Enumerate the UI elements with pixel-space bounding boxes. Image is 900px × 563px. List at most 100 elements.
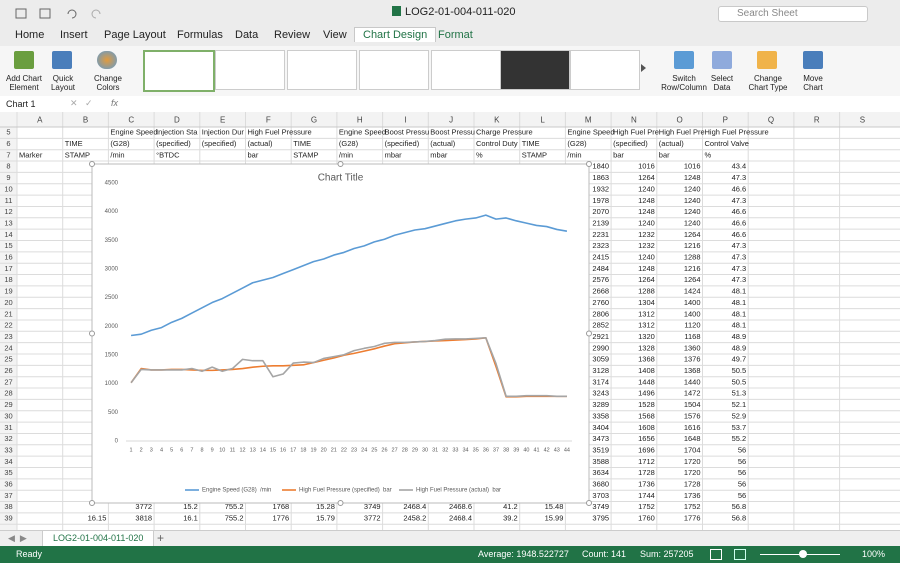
row-header: 23: [4, 332, 12, 341]
view-normal[interactable]: [710, 549, 722, 560]
ribbon-button[interactable]: Move Chart: [803, 74, 823, 92]
x-tick-label: 42: [544, 447, 550, 453]
row-header: 39: [4, 514, 12, 523]
cell: 1016: [638, 162, 655, 171]
cell: 56.8: [732, 502, 747, 511]
chart-style[interactable]: [570, 50, 640, 90]
search-box[interactable]: Search Sheet: [718, 6, 868, 22]
ribbon-button[interactable]: Switch Row/Column: [661, 74, 707, 92]
zoom-knob[interactable]: [799, 550, 807, 558]
chart-style[interactable]: [143, 50, 215, 92]
column-header: K: [494, 116, 500, 125]
column-header: I: [404, 116, 406, 125]
tab[interactable]: Page Layout: [104, 29, 166, 41]
cell: %: [476, 150, 483, 159]
more-styles[interactable]: [641, 64, 646, 72]
y-tick-label: 1500: [105, 353, 119, 359]
chart-style[interactable]: [431, 50, 501, 90]
x-tick-label: 1: [130, 447, 133, 453]
cell: (specified): [156, 139, 191, 148]
chart-title: Chart Title: [318, 173, 364, 184]
cell: 3634: [592, 468, 609, 477]
ribbon-button[interactable]: Change Chart Type: [748, 74, 788, 92]
tab[interactable]: View: [323, 29, 347, 41]
chart-style[interactable]: [287, 50, 357, 90]
cell: 41.2: [503, 502, 518, 511]
formula-bar: Chart 1 ✕ ✓ fx: [0, 96, 900, 113]
cell: 1288: [684, 253, 701, 262]
chart-style[interactable]: [500, 50, 570, 90]
quick-access-icons[interactable]: [12, 7, 101, 19]
cell: 56: [738, 445, 746, 454]
x-tick-label: 43: [554, 447, 560, 453]
x-tick-label: 20: [321, 447, 327, 453]
tab[interactable]: Data: [235, 29, 259, 41]
cell: TIME: [522, 139, 540, 148]
cell: 3289: [592, 400, 609, 409]
y-tick-label: 2500: [105, 295, 119, 301]
cell: Boost Pressu: [385, 128, 430, 137]
cell: 1216: [684, 264, 701, 273]
status-bar: Ready Average: 1948.522727 Count: 141 Su…: [0, 546, 900, 563]
cell: 46.6: [732, 207, 747, 216]
function-icon[interactable]: fx: [111, 98, 119, 108]
cell: 1264: [684, 230, 701, 239]
cell: 1736: [638, 480, 655, 489]
chart-area: [91, 163, 590, 504]
cell: 55.2: [732, 434, 747, 443]
cell: 56: [738, 480, 746, 489]
x-tick-label: 5: [170, 447, 173, 453]
ribbon-button[interactable]: Add Chart Element: [5, 74, 43, 92]
chart-style[interactable]: [359, 50, 429, 90]
tab[interactable]: Formulas: [177, 29, 223, 41]
row-header: 22: [4, 321, 12, 330]
cell: 1704: [684, 445, 701, 454]
cell: High Fuel Pressure: [248, 128, 312, 137]
chart-style[interactable]: [215, 50, 285, 90]
icon: [52, 51, 72, 69]
tab[interactable]: Home: [15, 29, 45, 41]
cell: Injection Sta: [156, 128, 198, 137]
cell: 1752: [684, 502, 701, 511]
cell: 1320: [638, 332, 655, 341]
cell: 56: [738, 468, 746, 477]
cell: 1728: [638, 468, 655, 477]
row-header: 12: [4, 207, 12, 216]
ribbon-button[interactable]: Quick Layout: [50, 74, 76, 92]
cell: /min: [339, 150, 353, 159]
name-box[interactable]: Chart 1: [6, 99, 36, 109]
cell: Marker: [19, 150, 43, 159]
cell: 49.7: [732, 355, 747, 364]
window-title: LOG2-01-004-011-020: [392, 6, 515, 18]
x-tick-label: 28: [402, 447, 408, 453]
tab[interactable]: Review: [274, 29, 311, 41]
cell: Engine Speed: [567, 128, 614, 137]
cell: 46.6: [732, 184, 747, 193]
cell: 1248: [684, 173, 701, 182]
cell: 47.3: [732, 196, 747, 205]
cancel-confirm: ✕ ✓: [70, 98, 93, 108]
column-header: O: [677, 116, 683, 125]
tab[interactable]: Format: [438, 29, 473, 41]
cell: 3749: [364, 502, 381, 511]
cell: 3795: [592, 514, 609, 523]
cell: Control Duty: [476, 139, 518, 148]
column-header: N: [631, 116, 637, 125]
cell: 1616: [684, 423, 701, 432]
tab-active[interactable]: Chart Design: [354, 27, 437, 42]
cell: %: [705, 150, 712, 159]
ribbon-button[interactable]: Change Colors: [93, 74, 123, 92]
cell: bar: [659, 150, 670, 159]
cell: 1304: [638, 298, 655, 307]
tab[interactable]: Insert: [60, 29, 88, 41]
tab-scroll[interactable]: ◀ ▶: [8, 533, 27, 543]
add-sheet[interactable]: +: [157, 531, 165, 545]
x-tick-label: 16: [280, 447, 286, 453]
cell: 47.3: [732, 275, 747, 284]
cell: 2760: [592, 298, 609, 307]
selection-handle: [586, 161, 592, 167]
ribbon-button[interactable]: Select Data: [710, 74, 734, 92]
cell: 56: [738, 491, 746, 500]
view-layout[interactable]: [734, 549, 746, 560]
